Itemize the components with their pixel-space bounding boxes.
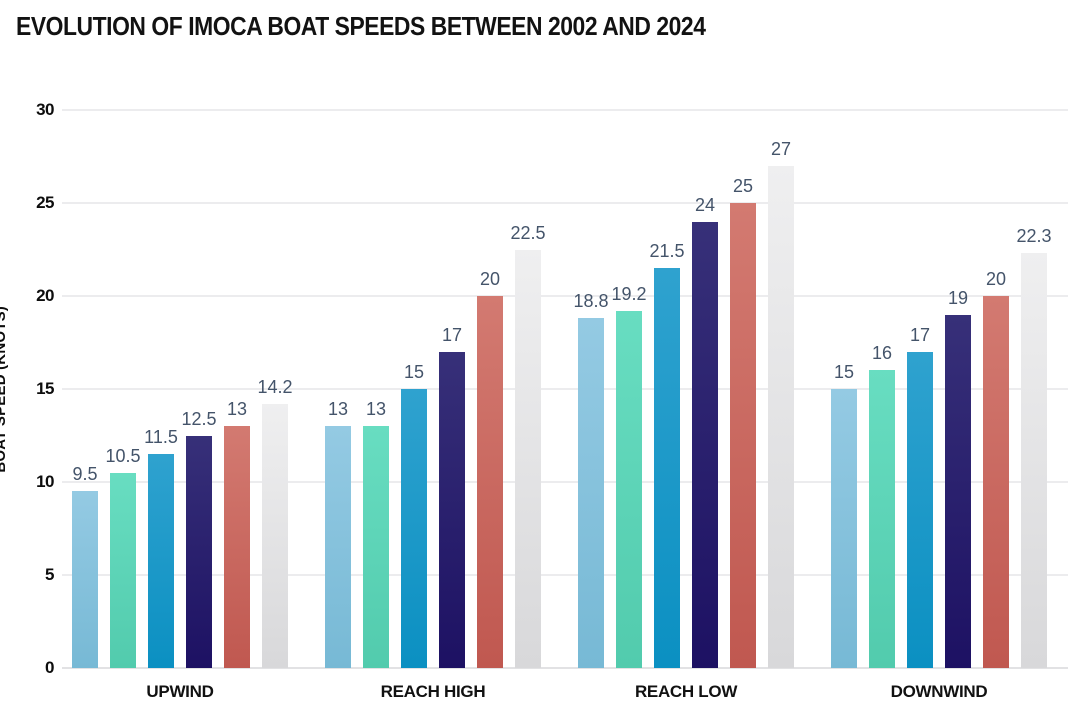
- bar-group-reach-low: 18.8 19.2 21.5 24 25 27: [573, 110, 794, 668]
- bar-value-label: 25: [732, 176, 754, 196]
- bar-value-label: 20: [985, 269, 1007, 289]
- bar-value-label: 27: [770, 138, 792, 159]
- bar-series-2-downwind: 16: [869, 343, 895, 668]
- gridline-y-15: [62, 388, 1068, 390]
- bar-series-3-downwind: 17: [907, 325, 933, 668]
- plot-area: 9.5 10.5 11.5 12.5 13 14.2 UPWIND 13 13 15 17 20 22.…: [62, 109, 1068, 701]
- bar-value-label: 21.5: [649, 241, 685, 262]
- bar-series-3-reach-high: 15: [401, 362, 427, 668]
- bar-value-label: 13: [327, 399, 349, 420]
- gridline-y-5: [62, 574, 1068, 576]
- bar-series-4-downwind: 19: [945, 288, 971, 668]
- bar-series-3-reach-low: 21.5: [649, 241, 685, 668]
- bar-series-6-reach-high: 22.5: [510, 223, 546, 668]
- bar-value-label: 14.2: [257, 376, 293, 397]
- y-tick-label-15: 15: [36, 379, 54, 398]
- bar-value-label: 22.5: [510, 222, 546, 243]
- bar-series-2-reach-low: 19.2: [611, 284, 647, 668]
- bar-value-label: 16: [871, 343, 893, 364]
- bar-value-label: 22.3: [1016, 226, 1052, 247]
- bar-value-label: 18.8: [573, 291, 609, 312]
- category-label-reach-low: REACH LOW: [634, 682, 738, 701]
- gridline-y-25: [62, 202, 1068, 204]
- bar-series-6-reach-low: 27: [768, 139, 794, 668]
- bar-series-4-reach-high: 17: [439, 325, 465, 668]
- y-tick-label-5: 5: [45, 565, 54, 584]
- bar-value-label: 17: [441, 324, 463, 345]
- bar-series-3-upwind: 11.5: [144, 427, 178, 668]
- bar-value-label: 15: [403, 362, 425, 382]
- gridline-y-0: [62, 667, 1068, 669]
- bar-value-label: 24: [694, 194, 716, 215]
- bar-series-5-reach-high: 20: [477, 269, 503, 668]
- category-label-upwind: UPWIND: [146, 682, 214, 701]
- y-axis-label: BOAT SPEED (KNOTS): [0, 305, 9, 473]
- bar-group-reach-high: 13 13 15 17 20 22.5: [325, 110, 546, 668]
- bar-value-label: 19.2: [611, 283, 647, 304]
- bar-value-label: 10.5: [105, 445, 141, 466]
- bar-value-label: 13: [365, 399, 387, 420]
- gridline-y-30: [62, 109, 1068, 111]
- bar-series-2-reach-high: 13: [363, 399, 389, 668]
- chart-title: EVOLUTION OF IMOCA BOAT SPEEDS BETWEEN 2…: [16, 11, 706, 41]
- bar-value-label: 15: [833, 362, 855, 382]
- bar-value-label: 17: [909, 324, 931, 345]
- bar-series-6-downwind: 22.3: [1016, 226, 1052, 668]
- bar-series-2-upwind: 10.5: [105, 446, 141, 668]
- bar-series-6-upwind: 14.2: [257, 377, 293, 668]
- bar-value-label: 19: [947, 287, 969, 308]
- gridline-y-20: [62, 295, 1068, 297]
- y-tick-label-20: 20: [36, 286, 54, 305]
- bar-series-1-downwind: 15: [831, 362, 857, 668]
- bar-series-5-downwind: 20: [983, 269, 1009, 668]
- bar-series-1-reach-low: 18.8: [573, 291, 609, 668]
- bar-series-4-upwind: 12.5: [181, 409, 217, 668]
- bar-value-label: 9.5: [72, 464, 98, 485]
- bar-group-upwind: 9.5 10.5 11.5 12.5 13 14.2: [72, 110, 293, 668]
- bar-series-1-reach-high: 13: [325, 399, 351, 668]
- category-label-downwind: DOWNWIND: [890, 682, 988, 701]
- bar-value-label: 11.5: [144, 427, 178, 448]
- y-tick-label-25: 25: [36, 193, 54, 212]
- y-axis-label-wrap: BOAT SPEED (KNOTS): [0, 110, 9, 668]
- bar-series-5-reach-low: 25: [730, 176, 756, 668]
- gridline-y-10: [62, 481, 1068, 483]
- category-label-reach-high: REACH HIGH: [380, 682, 486, 701]
- bar-value-label: 13: [226, 399, 248, 420]
- y-tick-label-0: 0: [45, 658, 54, 677]
- bar-series-4-reach-low: 24: [692, 195, 718, 668]
- y-tick-label-10: 10: [36, 472, 54, 491]
- bar-group-downwind: 15 16 17 19 20 22.3: [831, 110, 1052, 668]
- bar-series-1-upwind: 9.5: [72, 464, 98, 668]
- bar-value-label: 12.5: [181, 408, 217, 429]
- y-tick-label-30: 30: [36, 100, 54, 119]
- bar-series-5-upwind: 13: [224, 399, 250, 668]
- bar-value-label: 20: [479, 269, 501, 289]
